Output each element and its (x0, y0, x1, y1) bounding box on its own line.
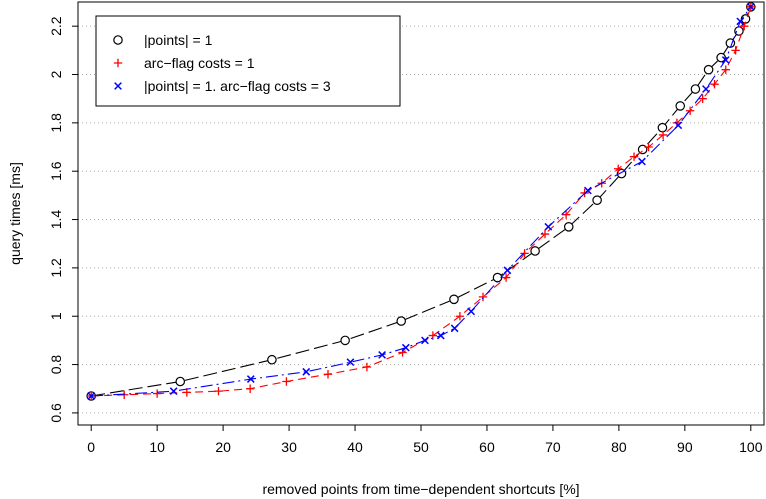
data-point-plus (561, 210, 571, 219)
x-tick-label: 60 (479, 439, 495, 455)
y-tick-label: 1 (48, 312, 64, 320)
data-point-plus (398, 348, 407, 357)
data-point-x (378, 351, 386, 359)
data-point-circle (113, 35, 123, 45)
data-point-plus (710, 79, 719, 89)
series-2 (86, 2, 756, 401)
data-point-circle (675, 101, 686, 111)
data-point-plus (362, 362, 372, 372)
x-tick-label: 30 (281, 439, 297, 455)
data-point-plus (501, 273, 511, 282)
data-point-circle (734, 26, 744, 36)
x-axis: 0 10 20 30 40 50 60 70 80 90 100 (87, 425, 763, 455)
data-point-plus (478, 292, 488, 302)
legend-box (95, 15, 401, 107)
y-tick-label: 1.8 (48, 113, 64, 133)
x-tick-label: 80 (611, 439, 627, 455)
x-tick-label: 50 (413, 439, 429, 455)
y-tick-label: 0.8 (48, 355, 64, 375)
x-tick-label: 10 (149, 439, 165, 455)
data-point-plus (214, 386, 223, 396)
y-axis-title: query times [ms] (7, 162, 23, 265)
data-point-x (421, 336, 429, 345)
data-point-plus (685, 106, 695, 115)
data-point-plus (614, 164, 623, 173)
legend-label: |points| = 1 (144, 32, 213, 48)
data-point-plus (245, 384, 255, 393)
data-point-circle (175, 376, 186, 387)
y-axis: 0.6 0.8 1 1.2 1.4 1.6 1.8 2 2.2 (48, 16, 78, 423)
y-tick-label: 1.6 (48, 161, 64, 181)
data-point-plus (731, 46, 740, 55)
series-3 (87, 2, 755, 400)
data-point-plus (323, 370, 333, 379)
y-tick-label: 1.2 (48, 258, 64, 278)
data-point-x (401, 343, 410, 352)
data-point-plus (520, 249, 529, 258)
data-point-circle (340, 335, 350, 346)
data-point-x (583, 186, 592, 195)
data-point-circle (716, 52, 726, 63)
legend: |points| = 1 arc−flag costs = 1 |points| =… (95, 15, 401, 107)
data-point-x (346, 358, 355, 367)
data-point-x (503, 266, 512, 275)
series-line (91, 6, 752, 397)
data-point-circle (703, 64, 714, 75)
data-point-x (702, 85, 710, 93)
x-tick-label: 90 (677, 439, 693, 455)
legend-label: arc−flag costs = 1 (144, 55, 255, 71)
x-tick-label: 0 (87, 439, 95, 455)
data-point-plus (629, 152, 639, 161)
data-point-x (674, 121, 683, 130)
y-tick-label: 1.4 (48, 210, 64, 230)
x-tick-label: 20 (215, 439, 231, 455)
data-point-plus (658, 130, 668, 140)
data-point-circle (592, 195, 602, 206)
x-tick-label: 100 (739, 439, 763, 455)
data-point-plus (152, 389, 162, 398)
data-point-plus (113, 58, 123, 68)
data-point-circle (530, 246, 540, 256)
data-point-circle (563, 221, 574, 232)
data-point-x (302, 367, 311, 376)
data-point-x (246, 375, 255, 383)
data-point-x (436, 331, 445, 340)
data-point-plus (740, 21, 749, 31)
data-point-x (114, 82, 122, 90)
series-layer (86, 2, 756, 401)
data-point-x (736, 17, 745, 26)
data-point-x (467, 307, 476, 316)
x-axis-title: removed points from time−dependent short… (262, 481, 579, 497)
data-point-plus (282, 377, 291, 386)
legend-label: |points| = 1. arc−flag costs = 3 (144, 78, 331, 94)
y-tick-label: 2.2 (48, 16, 64, 36)
y-tick-label: 0.6 (48, 403, 64, 423)
x-tick-label: 40 (347, 439, 363, 455)
data-point-x (450, 324, 459, 333)
data-point-circle (396, 316, 407, 326)
data-point-circle (690, 84, 701, 94)
data-point-plus (644, 142, 653, 152)
data-point-x (169, 387, 178, 396)
data-point-x (544, 222, 553, 231)
data-point-circle (657, 122, 668, 133)
data-point-circle (449, 294, 459, 305)
data-point-x (721, 56, 730, 64)
x-tick-label: 70 (545, 439, 561, 455)
data-point-plus (698, 94, 707, 103)
data-point-x (87, 392, 96, 400)
y-tick-label: 2 (48, 70, 64, 78)
data-point-plus (455, 312, 465, 321)
data-point-x (746, 2, 755, 11)
series-line (91, 6, 752, 397)
data-point-x (638, 157, 646, 166)
data-point-plus (721, 65, 730, 74)
data-point-circle (267, 354, 277, 365)
